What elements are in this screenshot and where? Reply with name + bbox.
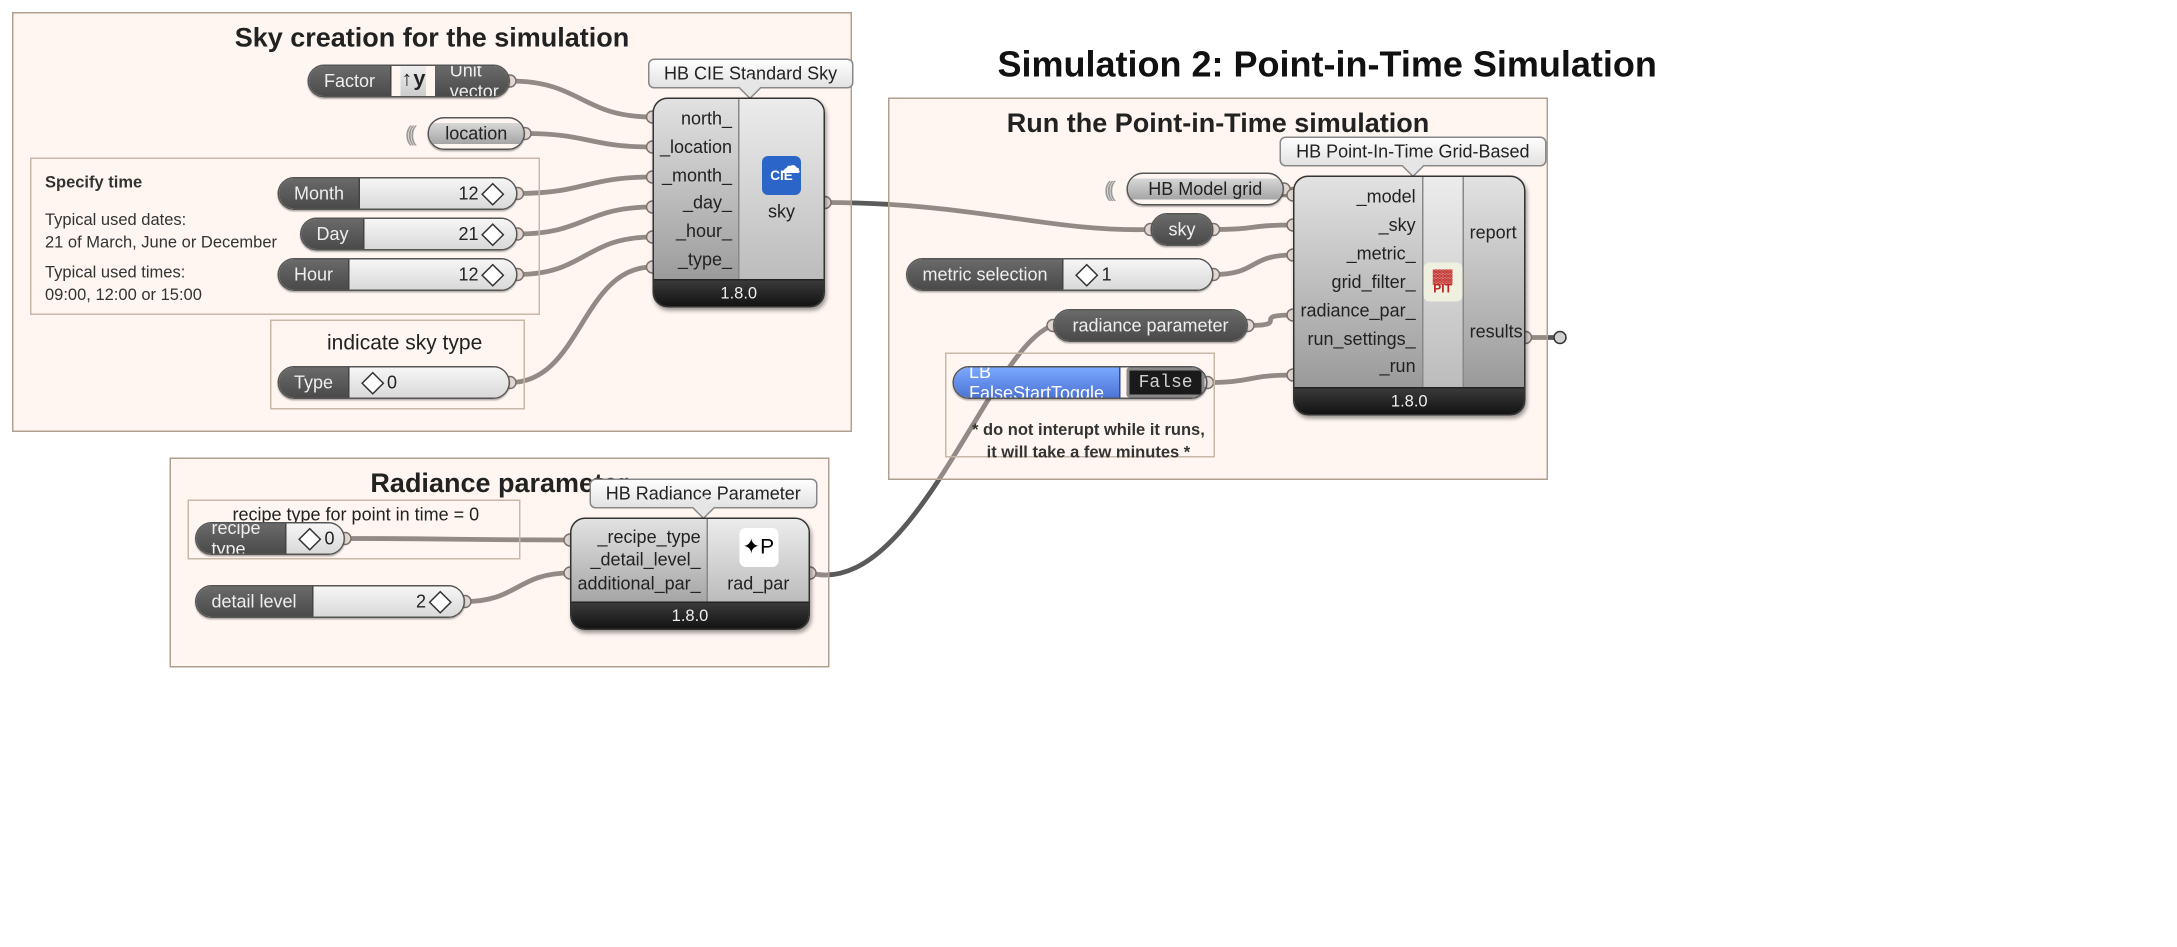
slider-handle-icon [299, 527, 322, 550]
component-tag: HB Radiance Parameter [589, 479, 817, 509]
input-port[interactable]: _hour_ [676, 220, 732, 241]
toggle-warning: * do not interupt while it runs,it will … [972, 420, 1205, 466]
capsule-label: sky [1152, 215, 1212, 245]
slider-name: Hour [279, 260, 350, 290]
slider-track[interactable]: 21 [365, 219, 516, 249]
stream-icon: ))) [1109, 177, 1117, 201]
input-port[interactable]: _day_ [683, 192, 732, 213]
input-port[interactable]: _location [660, 136, 732, 157]
note: Specify time [45, 173, 142, 196]
input-port[interactable]: _sky [1379, 215, 1416, 236]
output-port[interactable]: report [1470, 222, 1517, 243]
note: Typical used times:09:00, 12:00 or 15:00 [45, 263, 202, 309]
stream-icon: ))) [410, 122, 418, 146]
slider-handle-icon [481, 263, 504, 286]
capsule-recipe_type[interactable]: recipe type 0 [195, 522, 345, 555]
toggle-value[interactable]: False [1127, 368, 1205, 398]
component-version: 1.8.0 [654, 279, 824, 308]
slider-handle-icon [361, 371, 384, 394]
rad-icon: ✦P [739, 527, 778, 566]
capsule-label: HB Model grid [1128, 179, 1283, 200]
component-tag: HB CIE Standard Sky [648, 59, 854, 89]
capsule-metric[interactable]: metric selection 1 [906, 258, 1214, 291]
input-port[interactable]: run_settings_ [1308, 328, 1416, 349]
component-version: 1.8.0 [572, 602, 809, 631]
input-port[interactable]: _metric_ [1347, 243, 1416, 264]
capsule-hour[interactable]: Hour 12 [278, 258, 518, 291]
slider-track[interactable]: 0 [287, 524, 344, 554]
slider-handle-icon [429, 590, 452, 613]
slider-name: Day [302, 219, 366, 249]
slider-name: metric selection [908, 260, 1065, 290]
input-port[interactable]: radiance_par_ [1301, 300, 1416, 321]
label-sky-type: indicate sky type [327, 330, 482, 354]
slider-value: 12 [458, 183, 478, 204]
capsule-label: location [429, 123, 524, 144]
capsule-toggle[interactable]: LB FalseStartToggleFalse [953, 366, 1208, 399]
component-cie[interactable]: north_ _location _month_ _day_ _hour_ _type_ C… [653, 98, 826, 308]
input-port[interactable]: grid_filter_ [1332, 271, 1416, 292]
slider-track[interactable]: 2 [313, 587, 463, 617]
slider-track[interactable]: 0 [350, 368, 509, 398]
slider-track[interactable]: 12 [361, 179, 516, 209]
component-pit[interactable]: _model _sky _metric_ grid_filter_ radiance_p… [1293, 176, 1526, 416]
group-title: Run the Point-in-Time simulation [890, 108, 1547, 140]
pit-icon: ▓▓PIT [1423, 263, 1462, 302]
capsule-sky_in[interactable]: sky [1151, 213, 1214, 246]
capsule-label: radiance parameter [1055, 311, 1247, 341]
output-port[interactable]: sky [768, 201, 795, 222]
capsule-hb_model[interactable]: HB Model grid [1127, 173, 1285, 206]
component-version: 1.8.0 [1295, 387, 1525, 416]
note: Typical used dates:21 of March, June or … [45, 210, 277, 256]
cap-right: Unit vector [435, 66, 510, 96]
slider-handle-icon [481, 222, 504, 245]
capsule-type[interactable]: Type 0 [278, 366, 511, 399]
input-port[interactable]: _detail_level_ [591, 550, 701, 571]
page-title: Simulation 2: Point-in-Time Simulation [998, 45, 1657, 87]
slider-track[interactable]: 1 [1064, 260, 1212, 290]
cie-icon: CIE [762, 156, 801, 195]
toggle-name: LB FalseStartToggle [954, 368, 1121, 398]
slider-value: 0 [387, 372, 397, 393]
capsule-factor[interactable]: Factor ↑y Unit vector [308, 65, 511, 98]
slider-name: recipe type [197, 524, 287, 554]
capsule-day[interactable]: Day 21 [300, 218, 518, 251]
cap-left: Factor [309, 66, 392, 96]
capsule-detail_level[interactable]: detail level 2 [195, 585, 465, 618]
input-port[interactable]: _recipe_type [598, 526, 701, 547]
slider-handle-icon [1076, 263, 1099, 286]
capsule-month[interactable]: Month 12 [278, 177, 518, 210]
input-port[interactable]: _month_ [662, 164, 732, 185]
slider-value: 2 [416, 591, 426, 612]
capsule-location[interactable]: location [428, 117, 526, 150]
slider-value: 21 [458, 224, 478, 245]
input-port[interactable]: _type_ [678, 248, 732, 269]
swap-icon: ↑y [401, 66, 426, 96]
input-port[interactable]: additional_par_ [578, 573, 701, 594]
capsule-rad_param[interactable]: radiance parameter [1053, 309, 1248, 342]
slider-name: Type [279, 368, 350, 398]
slider-name: Month [279, 179, 361, 209]
output-port[interactable]: rad_par [727, 572, 789, 593]
group-title: Sky creation for the simulation [14, 23, 851, 55]
output-port[interactable]: results [1470, 321, 1523, 342]
slider-handle-icon [481, 182, 504, 205]
slider-value: 1 [1102, 264, 1112, 285]
slider-value: 0 [324, 528, 334, 549]
slider-name: detail level [197, 587, 314, 617]
component-tag: HB Point-In-Time Grid-Based [1280, 137, 1546, 167]
input-port[interactable]: north_ [681, 108, 732, 129]
slider-value: 12 [458, 264, 478, 285]
component-rad[interactable]: _recipe_type _detail_level_additional_par… [570, 518, 810, 631]
input-port[interactable]: _run [1380, 356, 1416, 377]
input-port[interactable]: _model [1357, 187, 1416, 208]
slider-track[interactable]: 12 [350, 260, 516, 290]
